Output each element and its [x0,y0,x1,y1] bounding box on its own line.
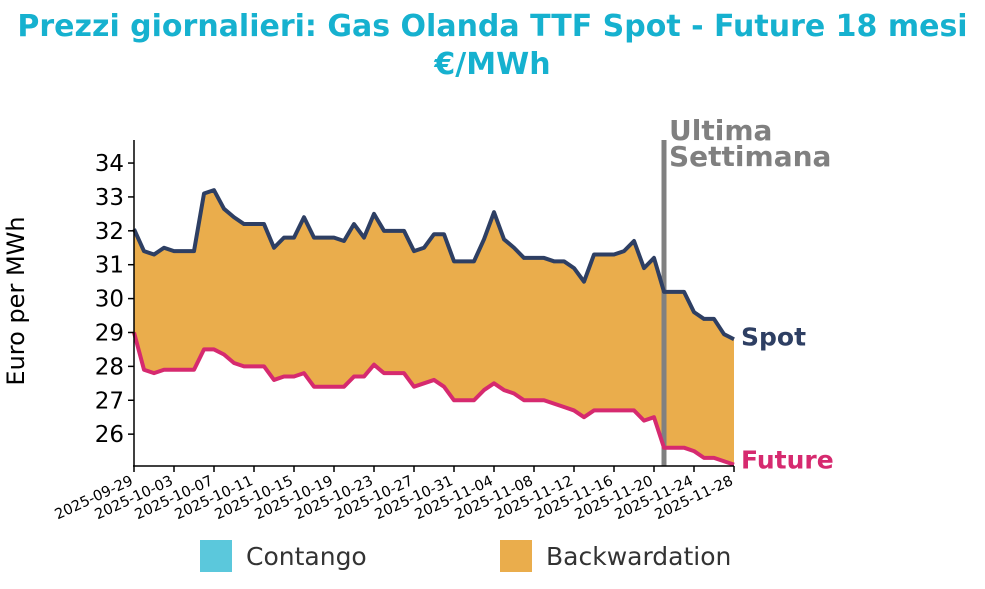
y-tick-label: 28 [95,354,124,380]
backwardation-area [134,190,734,465]
legend-label-contango: Contango [246,541,367,571]
legend-item-contango: Contango [200,540,367,572]
chart-title-main: Prezzi giornalieri: Gas Olanda TTF Spot … [17,9,968,44]
series-label-future: Future [741,446,834,475]
y-tick-label: 33 [95,185,124,211]
legend-item-backwardation: Backwardation [500,540,731,572]
y-tick-label: 29 [95,320,124,346]
y-tick-label: 26 [95,422,124,448]
series-label-spot: Spot [741,322,806,351]
annotation-label-line2: Settimana [669,140,831,173]
y-tick-label: 34 [95,151,124,177]
chart-title: Prezzi giornalieri: Gas Olanda TTF Spot … [0,8,985,84]
legend-swatch-backwardation [500,540,532,572]
y-tick-label: 31 [95,253,124,279]
series-line-future [132,331,735,467]
y-tick-label: 27 [95,388,124,414]
annotation-label-line1: Ultima [669,114,772,147]
legend-label-backwardation: Backwardation [546,541,732,571]
chart-subtitle: €/MWh [434,47,551,82]
y-tick-label: 32 [95,219,124,245]
series-line-spot [132,188,735,342]
legend-swatch-contango [200,540,232,572]
y-tick-label: 30 [95,287,124,313]
y-axis-label: Euro per MWh [2,216,30,385]
